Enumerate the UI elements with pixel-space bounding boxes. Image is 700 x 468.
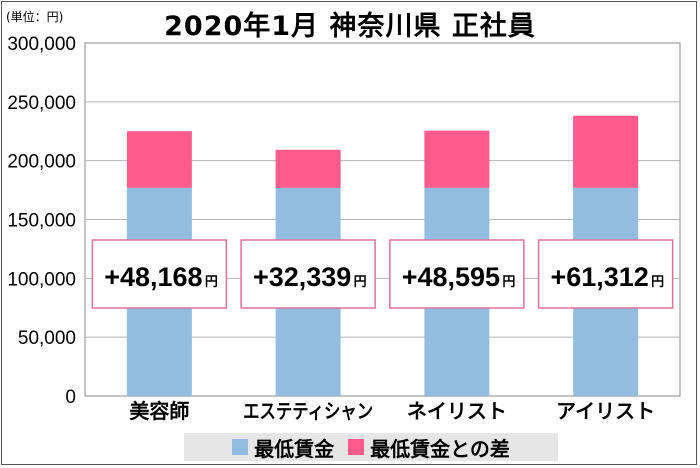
legend-swatch-diff (348, 439, 365, 455)
diff-annotation-value: +32,339 (253, 262, 351, 292)
diff-annotation-box (240, 239, 376, 309)
bar-diff (573, 115, 639, 188)
legend: 最低賃金 最低賃金との差 (184, 433, 558, 461)
x-tick-label: アイリスト (556, 399, 655, 423)
x-tick-label: 美容師 (129, 399, 189, 423)
y-tick-label: 150,000 (7, 211, 76, 232)
diff-annotation-unit: 円 (354, 275, 367, 290)
y-tick-label: 300,000 (7, 34, 76, 55)
legend-label-base: 最低賃金 (254, 436, 335, 461)
y-tick-label: 0 (65, 387, 76, 408)
y-tick-label: 200,000 (7, 152, 76, 173)
diff-annotation-unit: 円 (502, 275, 515, 290)
diff-annotation-unit: 円 (205, 275, 218, 290)
bar-diff (126, 131, 192, 188)
y-tick-label: 50,000 (18, 328, 76, 349)
y-tick-label: 100,000 (7, 269, 76, 290)
diff-annotation-box (537, 239, 674, 309)
diff-annotation-value: +48,168 (104, 262, 202, 292)
diff-annotation-value: +61,312 (550, 262, 648, 292)
y-tick-label: 250,000 (7, 93, 76, 114)
legend-item-base: 最低賃金 (232, 433, 334, 462)
x-tick-label: エステティシャン (243, 399, 373, 423)
diff-annotation-box (91, 239, 228, 309)
diff-annotation-value: +48,595 (402, 262, 500, 292)
legend-swatch-base (232, 439, 249, 455)
chart-title: 2020年1月 神奈川県 正社員 (164, 11, 536, 42)
legend-item-diff: 最低賃金との差 (348, 433, 510, 462)
bar-diff (275, 149, 341, 188)
diff-annotation-unit: 円 (651, 275, 664, 290)
bar-diff (424, 130, 490, 188)
x-tick-label: ネイリスト (407, 399, 507, 423)
legend-label-diff: 最低賃金との差 (370, 436, 510, 461)
unit-label: (単位：円) (6, 10, 64, 24)
diff-annotation-box (389, 239, 525, 309)
